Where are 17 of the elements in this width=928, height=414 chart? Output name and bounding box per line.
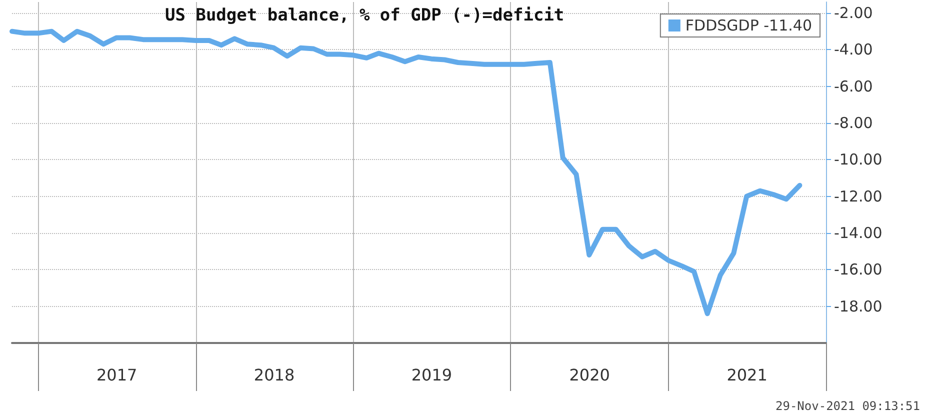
legend-label: FDDSGDP -11.40 bbox=[685, 16, 812, 34]
x-tick-label: 2017 bbox=[96, 366, 138, 384]
x-tick-label: 2019 bbox=[411, 366, 452, 384]
y-tick-label: -12.00 bbox=[834, 187, 882, 206]
y-tick-label: -16.00 bbox=[834, 260, 882, 279]
x-tick-label: 2021 bbox=[726, 366, 768, 384]
y-tick-label: -2.00 bbox=[834, 4, 873, 22]
y-tick-label: -14.00 bbox=[834, 224, 882, 242]
x-tick-label: 2020 bbox=[569, 366, 610, 384]
y-tick-label: -6.00 bbox=[834, 77, 873, 96]
y-tick-label: -8.00 bbox=[834, 114, 873, 132]
y-tick-label: -18.00 bbox=[834, 297, 882, 316]
y-tick-label: -10.00 bbox=[834, 150, 882, 169]
chart-title: US Budget balance, % of GDP (-)=deficit bbox=[165, 6, 564, 26]
y-tick-label: -4.00 bbox=[834, 40, 873, 59]
text: 29-Nov-2021 09:13:51 bbox=[776, 399, 920, 413]
x-tick-label: 2018 bbox=[254, 366, 295, 384]
